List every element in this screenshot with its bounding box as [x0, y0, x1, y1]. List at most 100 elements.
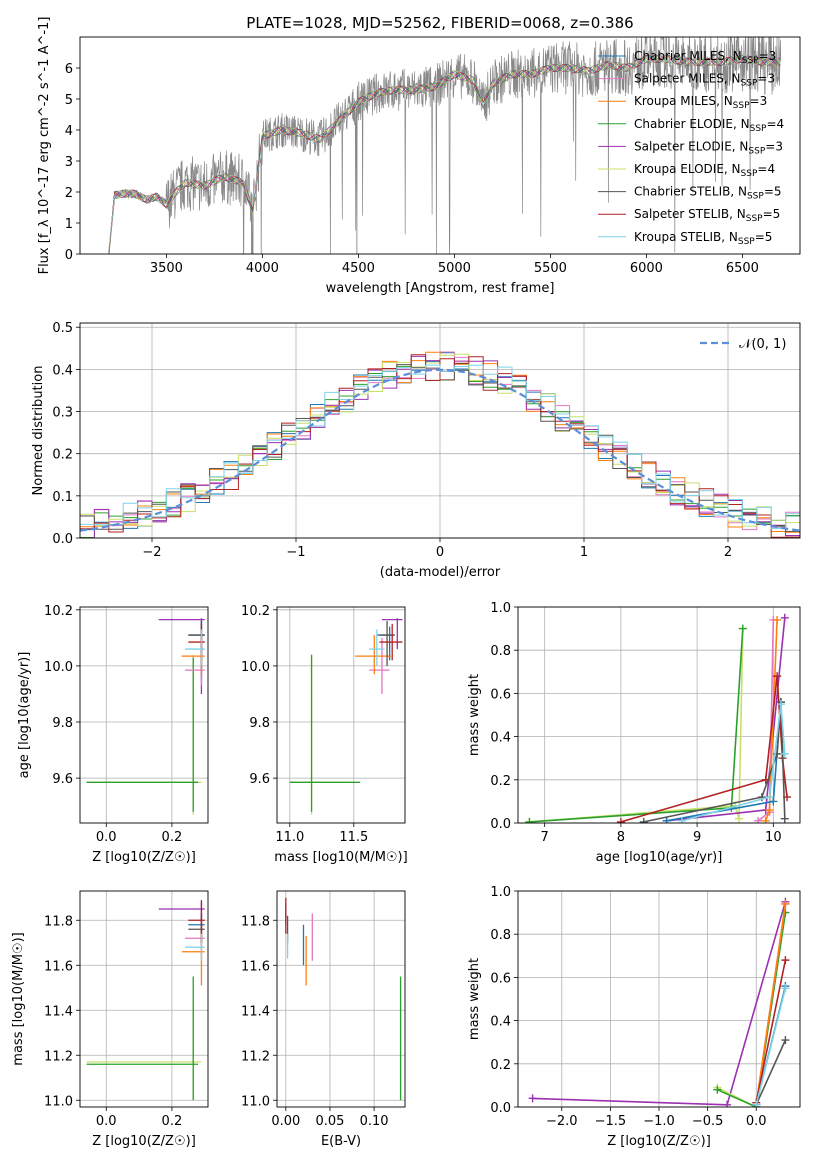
legend-name: Chabrier MILES	[634, 49, 725, 63]
weight_vs_age-ytick-label: 0.0	[490, 817, 511, 832]
mass-weight-line	[666, 617, 786, 822]
legend-nssp-label: , N	[732, 139, 749, 153]
mass_vs_ebv-ytick-label: 11.0	[241, 1094, 270, 1109]
model-spectrum	[108, 54, 781, 254]
legend-entry: 𝒩(0, 1)	[739, 337, 786, 352]
age_vs_Z-ytick-label: 9.8	[52, 716, 73, 731]
mass_vs_ebv-ytick-label: 11.4	[241, 1004, 270, 1019]
age_vs_mass-ytick-label: 10.0	[241, 660, 270, 675]
model-spectrum	[108, 54, 781, 253]
residuals-xtick-label: 1	[580, 545, 588, 560]
spectrum-xtick-label: 5500	[534, 261, 567, 276]
residuals-xtick-label: 2	[724, 545, 732, 560]
age_vs_Z-ylabel: age [log10(age/yr)]	[17, 652, 32, 779]
residuals-ytick-label: 0.2	[52, 448, 73, 463]
mass-weight-marker	[616, 817, 625, 823]
legend-nssp-value: 3	[775, 139, 783, 153]
spectrum-xtick-label: 3500	[150, 261, 183, 276]
spectrum-xtick-label: 5000	[438, 261, 471, 276]
mass_vs_Z-plot-area	[86, 900, 205, 1101]
mass-weight-marker	[735, 814, 744, 823]
gaussian-reference-curve	[80, 368, 800, 532]
residuals-xtick-label: −1	[286, 545, 305, 560]
residuals-ytick-label: 0.0	[52, 532, 73, 547]
legend-entry: Kroupa STELIB, NSSP=5	[634, 230, 772, 247]
age_vs_mass-xlabel: mass [log10(M/M☉)]	[274, 850, 407, 865]
legend-name: Salpeter ELODIE	[634, 139, 732, 153]
legend-nssp-eq: =	[765, 139, 775, 153]
age_vs_Z-xtick-label: 0.2	[162, 830, 183, 845]
legend-name: Chabrier ELODIE	[634, 117, 733, 131]
spectrum-axes-frame	[79, 36, 801, 255]
mass-weight-line	[755, 959, 787, 1103]
weight_vs_Z-plot-area	[528, 897, 790, 1107]
age_vs_Z-panel: 0.0 0.2 9.6 9.8 10.0 10.2 Z [log10(Z/Z☉)] age […	[17, 604, 209, 865]
age_vs_Z-ytick-label: 10.2	[44, 604, 73, 619]
weight_vs_age-xtick-label: 7	[541, 830, 549, 845]
model-spectrum	[108, 54, 781, 252]
legend-nssp-label: , N	[733, 117, 750, 131]
legend-nssp-label: , N	[730, 185, 747, 199]
spectrum-ytick-label: 5	[65, 93, 73, 108]
mass_vs_Z-ytick-label: 11.2	[44, 1049, 73, 1064]
legend-nssp-sub: SSP	[742, 56, 759, 66]
spectrum-ylabel: Flux [f_λ 10^-17 erg cm^-2 s^-1 A^-1]	[37, 17, 52, 275]
weight_vs_Z-axes-frame	[517, 890, 801, 1108]
weight_vs_Z-ytick-label: 0.4	[490, 1015, 511, 1030]
age_vs_mass-xtick-label: 11.0	[275, 830, 304, 845]
weight_vs_Z-ytick-label: 1.0	[490, 885, 511, 900]
mass-weight-marker	[754, 816, 763, 823]
mass-weight-line	[716, 912, 787, 1107]
mass_vs_ebv-xlabel: E(B-V)	[321, 1134, 361, 1149]
weight_vs_age-ylabel: mass weight	[467, 674, 482, 756]
residuals-plot-area	[80, 351, 800, 538]
legend-entry: Chabrier MILES, NSSP=3	[634, 49, 776, 66]
legend-entry: Chabrier ELODIE, NSSP=4	[634, 117, 784, 134]
spectrum-ytick-label: 6	[65, 62, 73, 77]
mass_vs_Z-xtick-label: 0.2	[162, 1114, 183, 1129]
weight_vs_age-ytick-label: 1.0	[490, 601, 511, 616]
age_vs_mass-ytick-label: 10.2	[241, 604, 270, 619]
weight_vs_Z-ytick-label: 0.6	[490, 971, 511, 986]
mass-weight-marker	[776, 700, 785, 709]
spectrum-panel: 3500 4000 4500 5000 5500 6000 65000123456wavel…	[37, 17, 801, 296]
mass_vs_Z-xlabel: Z [log10(Z/Z☉)]	[92, 1134, 196, 1149]
mass-weight-marker	[528, 1094, 537, 1103]
weight_vs_Z-xtick-label: −1.5	[595, 1114, 627, 1129]
residuals-xtick-label: −2	[142, 545, 161, 560]
spectrum-ytick-label: 4	[65, 124, 73, 139]
figure-title: PLATE=1028, MJD=52562, FIBERID=0068, z=0…	[246, 14, 633, 32]
mass-weight-marker	[781, 899, 790, 908]
mass-weight-marker	[765, 806, 774, 815]
legend-nssp-sub: SSP	[750, 124, 767, 134]
mass-weight-marker	[780, 613, 789, 622]
weight_vs_age-xtick-label: 9	[693, 830, 701, 845]
age_vs_mass-panel: 11.0 11.5 9.6 9.8 10.0 10.2 mass [log10(M/M☉)]	[241, 604, 408, 865]
residuals-legend: 𝒩(0, 1)	[700, 337, 786, 352]
mass_vs_Z-axes-frame	[79, 890, 209, 1108]
residuals-ytick-label: 0.5	[52, 321, 73, 336]
weight_vs_Z-xlabel: Z [log10(Z/Z☉)]	[607, 1134, 711, 1149]
legend-nssp-value: 3	[767, 72, 775, 86]
legend-name: Chabrier STELIB	[634, 185, 730, 199]
spectrum-plot-area	[108, 37, 782, 254]
legend-entry: Salpeter STELIB, NSSP=5	[634, 207, 780, 224]
mass-weight-marker	[781, 908, 790, 917]
mass_vs_Z-panel: 0.0 0.2 11.0 11.2 11.4 11.6 11.8 Z [log10(Z/Z☉)…	[11, 890, 209, 1149]
spectrum-xtick-label: 4500	[342, 261, 375, 276]
mass-weight-marker	[723, 1100, 732, 1107]
spectrum-ytick-label: 0	[65, 248, 73, 263]
spectrum-ytick-label: 3	[65, 155, 73, 170]
legend-nssp-sub: SSP	[748, 146, 765, 156]
spectrum-xlabel: wavelength [Angstrom, rest frame]	[326, 281, 555, 296]
spectrum-xtick-label: 6500	[726, 261, 759, 276]
legend-nssp-value: 4	[767, 162, 775, 176]
mass-weight-marker	[525, 817, 534, 823]
weight_vs_age-panel: 7 8 9 10 0.0 0.2 0.4 0.6 0.8 1.0 age [log10(age/yr…	[467, 601, 801, 865]
residuals-axes-frame	[79, 322, 801, 539]
weight_vs_age-axes-frame	[517, 606, 801, 824]
weight_vs_age-ytick-label: 0.8	[490, 644, 511, 659]
age_vs_mass-ytick-label: 9.6	[249, 772, 270, 787]
age_vs_Z-grid	[80, 607, 208, 823]
mass-weight-marker	[765, 793, 774, 802]
